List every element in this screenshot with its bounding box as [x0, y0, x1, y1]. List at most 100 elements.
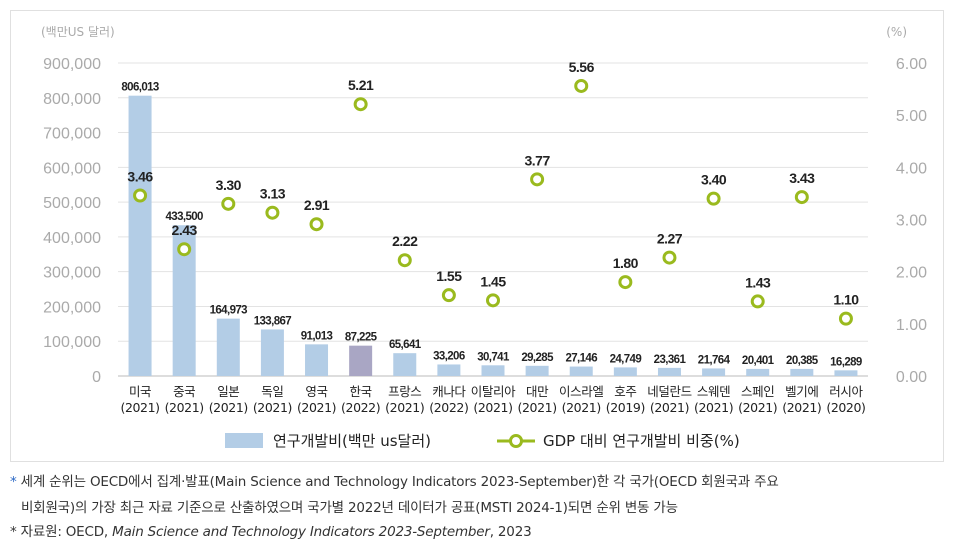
- x-category-label: 스페인: [741, 384, 774, 399]
- gdp-ratio-point: [133, 188, 148, 203]
- y-left-tick-label: 100,000: [43, 334, 101, 351]
- gdp-ratio-label: 3.40: [701, 172, 727, 188]
- bar-value-label: 16,289: [830, 356, 862, 368]
- bar: [305, 344, 329, 376]
- gdp-ratio-point: [177, 242, 192, 257]
- chart: (백만US 달러) (%) 900,000 800,000 700,000 600,000…: [41, 25, 927, 450]
- gdp-ratio-point: [794, 190, 809, 205]
- gdp-ratio-label: 2.27: [657, 231, 683, 247]
- footnote-source: * 자료원: OECD, Main Science and Technology…: [10, 520, 532, 540]
- bar-value-label: 29,285: [521, 352, 554, 364]
- y-left-tick-label: 800,000: [43, 91, 101, 108]
- gdp-ratio-point: [706, 191, 721, 206]
- chart-frame: (백만US 달러) (%) 900,000 800,000 700,000 600,000…: [10, 10, 944, 462]
- gdp-ratio-point: [618, 275, 633, 290]
- x-category-label: 이스라엘: [559, 384, 603, 399]
- footnote-mark: *: [10, 474, 17, 490]
- gdp-ratio-label: 3.77: [524, 152, 550, 168]
- x-year-label: (2021): [518, 400, 557, 415]
- footnote-1-line-1: * 세계 순위는 OECD에서 집계·발표(Main Science and T…: [10, 470, 779, 490]
- x-category-label: 프랑스: [388, 384, 421, 399]
- x-year-label: (2021): [253, 400, 292, 415]
- y-left-tick-label: 400,000: [43, 230, 101, 247]
- x-category-label: 이탈리아: [471, 384, 516, 399]
- x-year-label: (2021): [165, 400, 204, 415]
- y-left-tick-label: 200,000: [43, 299, 101, 316]
- gdp-ratio-point: [441, 288, 456, 303]
- y-right-tick-label: 2.00: [896, 265, 927, 282]
- gdp-ratio-point: [265, 205, 280, 220]
- gdp-ratio-label: 3.30: [216, 177, 242, 193]
- x-year-label: (2021): [650, 400, 689, 415]
- y-right-tick-label: 5.00: [896, 108, 927, 125]
- bar: [349, 345, 373, 376]
- y-left-tick-label: 700,000: [43, 126, 101, 143]
- bar: [746, 368, 770, 376]
- y-right-tick-label: 4.00: [896, 160, 927, 177]
- x-year-label: (2021): [385, 400, 424, 415]
- bar-value-label: 91,013: [301, 330, 333, 342]
- y-right-unit: (%): [886, 25, 907, 39]
- x-year-label: (2021): [120, 400, 159, 415]
- bar-value-label: 433,500: [165, 211, 203, 223]
- x-year-label: (2021): [738, 400, 777, 415]
- x-category-label: 일본: [217, 384, 239, 399]
- bar-value-label: 30,741: [477, 351, 510, 363]
- x-year-label: (2021): [473, 400, 512, 415]
- bar-value-label: 133,867: [254, 315, 292, 327]
- gdp-ratio-point: [750, 294, 765, 309]
- gdp-ratio-point: [574, 78, 589, 93]
- gdp-ratio-label: 1.43: [745, 274, 771, 290]
- bar: [437, 364, 461, 376]
- bar-value-label: 20,401: [742, 355, 775, 367]
- legend-point-label: GDP 대비 연구개발비 비중(%): [543, 432, 740, 450]
- footnote-text: 비회원국)의 가장 최근 자료 기준으로 산출하였으며 국가별 2022년 데이…: [21, 500, 678, 516]
- bar-value-label: 21,764: [698, 354, 731, 366]
- gdp-ratio-point: [838, 311, 853, 326]
- footnote-text: 세계 순위는 OECD에서 집계·발표(Main Science and Tec…: [20, 474, 779, 490]
- gdp-ratio-point: [486, 293, 500, 308]
- y-right-tick-label: 3.00: [896, 213, 927, 230]
- bar-value-label: 27,146: [565, 353, 597, 365]
- bar: [216, 318, 240, 376]
- bar: [657, 367, 681, 376]
- bar-value-label: 20,385: [786, 355, 819, 367]
- x-year-label: (2020): [826, 400, 865, 415]
- x-year-label: (2019): [606, 400, 645, 415]
- y-right-tick-label: 1.00: [896, 317, 927, 334]
- x-year-label: (2022): [341, 400, 380, 415]
- bar: [834, 370, 858, 376]
- gdp-ratio-label: 1.80: [613, 255, 639, 271]
- bar: [569, 366, 593, 376]
- bar: [525, 365, 549, 376]
- bar-value-label: 65,641: [389, 339, 422, 351]
- y-left-tick-label: 0: [92, 369, 101, 386]
- x-year-label: (2021): [782, 400, 821, 415]
- gdp-ratio-point: [530, 172, 545, 187]
- y-left-unit: (백만US 달러): [41, 25, 115, 39]
- y-right-tick-label: 6.00: [896, 56, 927, 73]
- x-category-label: 영국: [305, 384, 327, 399]
- bar-value-label: 806,013: [121, 82, 159, 94]
- gdp-ratio-label: 1.55: [436, 268, 462, 284]
- gdp-ratio-label: 3.43: [789, 170, 815, 186]
- bar: [260, 329, 284, 376]
- x-category-label: 러시아: [829, 384, 863, 399]
- y-right-tick-label: 0.00: [896, 369, 927, 386]
- gdp-ratio-point: [397, 253, 412, 268]
- bar: [790, 368, 814, 376]
- bar: [128, 95, 152, 377]
- x-year-label: (2021): [694, 400, 733, 415]
- gdp-ratio-label: 2.22: [392, 233, 418, 249]
- x-category-label: 독일: [261, 384, 283, 399]
- x-category-label: 벨기에: [785, 384, 818, 399]
- x-year-label: (2021): [297, 400, 336, 415]
- gdp-ratio-point: [221, 196, 236, 211]
- gdp-ratio-label: 3.46: [127, 169, 153, 185]
- bar-value-label: 33,206: [433, 350, 465, 362]
- bar: [613, 367, 637, 376]
- bar-value-label: 23,361: [654, 354, 687, 366]
- y-left-tick-label: 600,000: [43, 160, 101, 177]
- y-left-tick-label: 500,000: [43, 195, 101, 212]
- x-category-label: 네덜란드: [647, 384, 691, 399]
